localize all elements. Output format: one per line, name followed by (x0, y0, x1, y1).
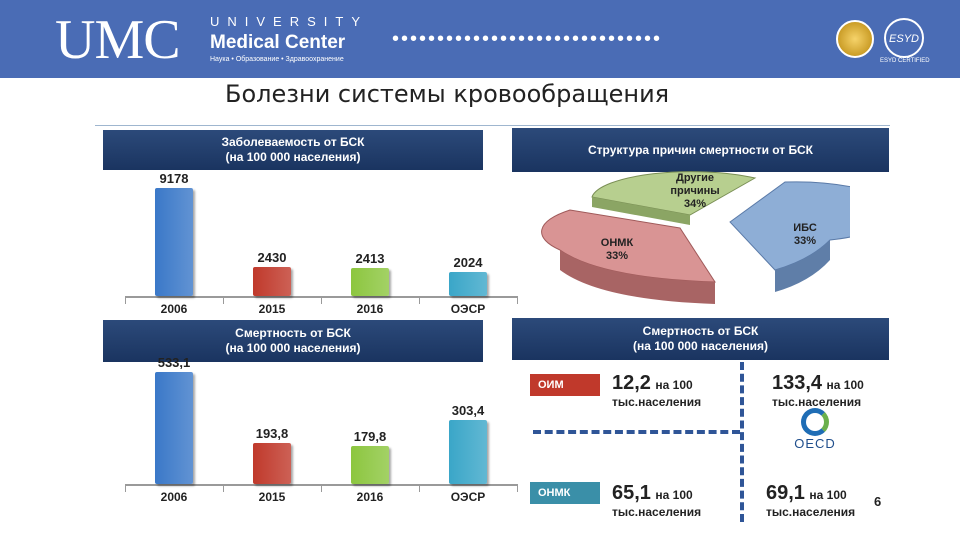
x-axis-tick (223, 484, 224, 492)
x-tick-label: 2006 (160, 490, 188, 504)
x-tick-label: 2016 (356, 490, 384, 504)
pie-slice-ihd (729, 181, 850, 271)
x-tick-label: 2006 (160, 302, 188, 316)
pie-chart (541, 171, 850, 304)
pie-label-ihd: ИБС 33% (793, 222, 817, 247)
x-tick-label: 2015 (258, 302, 286, 316)
x-axis-tick (125, 484, 126, 492)
bar-value-label: 179,8 (353, 429, 387, 445)
stat-onmk-local: 65,1 на 100 тыс.населения (612, 482, 702, 519)
university-label: UNIVERSITY (210, 14, 369, 29)
dotted-divider: •••••••••••••••••••••••••••••• (392, 28, 663, 50)
mortality-chart-title: Смертность от БСК (на 100 000 населения) (103, 320, 483, 362)
x-axis-tick (125, 296, 126, 304)
bar-ОЭСР (449, 420, 487, 484)
incidence-title-line1: Заболеваемость от БСК (221, 135, 365, 149)
oecd-ring-icon (801, 408, 829, 436)
incidence-title-line2: (на 100 000 населения) (225, 150, 361, 164)
pie-slice-stroke-side (560, 250, 715, 304)
stat-oim-oecd: 133,4 на 100 тыс.населения (772, 372, 864, 409)
oecd-logo: OECD (790, 408, 840, 451)
esyd-logo-icon: ESYD (884, 18, 924, 58)
mortality-panel-line2: (на 100 000 населения) (633, 339, 768, 353)
mortality-title-line1: Смертность от БСК (235, 326, 351, 340)
pie-title: Структура причин смертности от БСК (588, 142, 813, 157)
divider-horizontal (533, 430, 740, 434)
tagline: Наука • Образование • Здравоохранение (210, 56, 344, 63)
x-tick-label: 2015 (258, 490, 286, 504)
x-axis-tick (517, 484, 518, 492)
x-axis-tick (321, 296, 322, 304)
divider-vertical (740, 362, 744, 522)
mortality-panel-title: Смертность от БСК (на 100 000 населения) (512, 318, 889, 360)
slide-title: Болезни системы кровообращения (225, 80, 670, 108)
header-bar: UMC UNIVERSITY Medical Center Наука • Об… (0, 0, 960, 78)
bar-value-label: 9178 (159, 171, 189, 186)
x-axis-tick (321, 484, 322, 492)
bar-value-label: 193,8 (255, 426, 289, 442)
mortality-title-line2: (на 100 000 населения) (225, 341, 361, 355)
badge-oim: ОИМ (530, 374, 600, 396)
mortality-panel-line1: Смертность от БСК (642, 324, 759, 338)
pie-label-other: Другие причины 34% (670, 172, 720, 210)
bar-2006 (155, 372, 193, 484)
bar-2015 (253, 443, 291, 484)
page-number: 6 (874, 494, 882, 509)
bar-value-label: 2413 (355, 250, 385, 266)
bar-value-label: 2024 (453, 255, 483, 271)
badge-onmk: ОНМК (530, 482, 600, 504)
title-rule (95, 125, 890, 126)
bar-value-label: 2430 (257, 250, 287, 266)
x-axis-tick (517, 296, 518, 304)
esyd-caption: ESYD CERTIFIED (880, 58, 930, 64)
bar-2015 (253, 267, 291, 296)
incidence-chart-title: Заболеваемость от БСК (на 100 000 населе… (103, 130, 483, 170)
bar-value-label: 303,4 (451, 403, 485, 419)
bar-2006 (155, 188, 193, 296)
pie-slice-other (591, 171, 757, 216)
x-axis-tick (223, 296, 224, 304)
x-axis-tick (419, 484, 420, 492)
pie-slice-other-side (592, 197, 690, 225)
bar-2016 (351, 267, 389, 296)
x-axis-tick (419, 296, 420, 304)
x-tick-label: 2016 (356, 302, 384, 316)
x-tick-label: ОЭСР (450, 490, 486, 504)
medical-center-label: Medical Center (210, 32, 346, 53)
stat-oim-local: 12,2 на 100 тыс.населения (612, 372, 702, 409)
oecd-label: OECD (794, 436, 836, 451)
bar-ОЭСР (449, 272, 487, 296)
pie-chart-title: Структура причин смертности от БСК (512, 128, 889, 172)
stat-onmk-oecd: 69,1 на 100 тыс.населения (766, 482, 856, 519)
bar-2016 (351, 446, 389, 484)
gold-seal-icon (836, 20, 874, 58)
bar-value-label: 533,1 (157, 355, 191, 370)
pie-slice-ihd-side (775, 240, 830, 292)
umc-logo: UMC (55, 9, 181, 71)
pie-label-stroke: ОНМК 33% (600, 237, 634, 262)
x-tick-label: ОЭСР (450, 302, 486, 316)
